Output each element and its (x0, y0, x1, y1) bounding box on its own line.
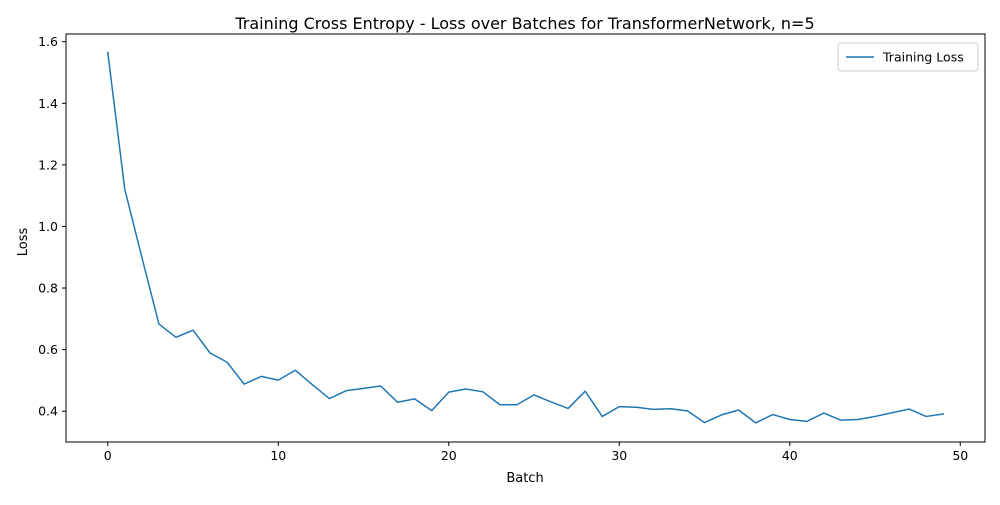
y-axis-label: Loss (16, 228, 31, 257)
x-tick-label: 30 (611, 448, 627, 463)
y-tick-label: 1.4 (38, 96, 58, 111)
y-tick-label: 0.6 (38, 342, 58, 357)
y-tick-label: 1.0 (38, 219, 58, 234)
chart-title: Training Cross Entropy - Loss over Batch… (234, 14, 814, 33)
y-tick-label: 0.4 (38, 404, 58, 419)
x-axis-label: Batch (506, 471, 543, 486)
x-tick-label: 0 (104, 448, 112, 463)
y-tick-label: 1.2 (38, 157, 58, 172)
x-tick-label: 50 (952, 448, 968, 463)
legend-label: Training Loss (882, 50, 964, 65)
x-tick-label: 40 (782, 448, 798, 463)
y-tick-label: 0.8 (38, 281, 58, 296)
x-tick-label: 20 (441, 448, 457, 463)
legend: Training Loss (838, 43, 978, 71)
x-tick-label: 10 (270, 448, 286, 463)
y-tick-label: 1.6 (38, 34, 58, 49)
